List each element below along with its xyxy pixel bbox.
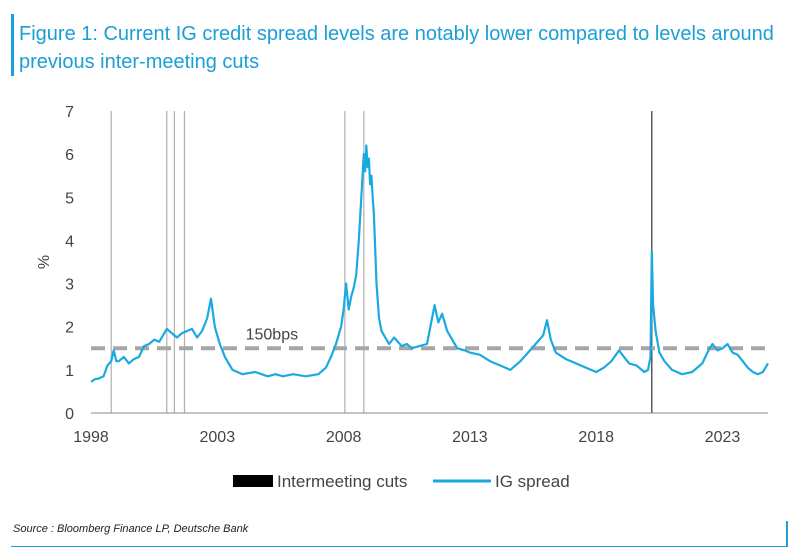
y-tick-label-1: 1 [65, 363, 74, 380]
y-tick-label-0: 0 [65, 406, 74, 423]
x-tick-label-2023: 2023 [705, 429, 741, 446]
y-axis-label: % [36, 255, 53, 269]
x-axis-ticks: 1998 2003 2008 2013 2018 2023 [73, 429, 740, 446]
y-axis-ticks: 0 1 2 3 4 5 6 7 [65, 104, 74, 423]
y-tick-label-6: 6 [65, 147, 74, 164]
bottom-rule-end [786, 521, 788, 547]
y-tick-label-4: 4 [65, 233, 74, 250]
x-tick-label-2003: 2003 [200, 429, 236, 446]
y-tick-label-2: 2 [65, 320, 74, 337]
y-tick-label-7: 7 [65, 104, 74, 121]
x-tick-label-1998: 1998 [73, 429, 109, 446]
figure-title: Figure 1: Current IG credit spread level… [19, 23, 774, 73]
legend-label-ig-spread: IG spread [495, 472, 570, 491]
source-note: Source : Bloomberg Finance LP, Deutsche … [13, 523, 249, 535]
y-tick-label-5: 5 [65, 190, 74, 207]
x-tick-label-2013: 2013 [452, 429, 488, 446]
reference-line-label: 150bps [246, 326, 299, 343]
chart: 150bps 1998 2003 2008 2013 2018 2023 0 1 2 3 4 5 6 7… [36, 104, 769, 491]
series-line-ig-spread [90, 144, 769, 383]
title-accent-bar [11, 14, 14, 76]
legend-swatch-intermeeting-cuts [233, 475, 273, 487]
intermeeting-cuts-layer [110, 111, 653, 413]
legend: Intermeeting cuts IG spread [233, 472, 570, 491]
x-tick-label-2008: 2008 [326, 429, 362, 446]
legend-label-intermeeting-cuts: Intermeeting cuts [277, 472, 407, 491]
bottom-rule [11, 546, 787, 547]
y-tick-label-3: 3 [65, 277, 74, 294]
x-tick-label-2018: 2018 [578, 429, 614, 446]
